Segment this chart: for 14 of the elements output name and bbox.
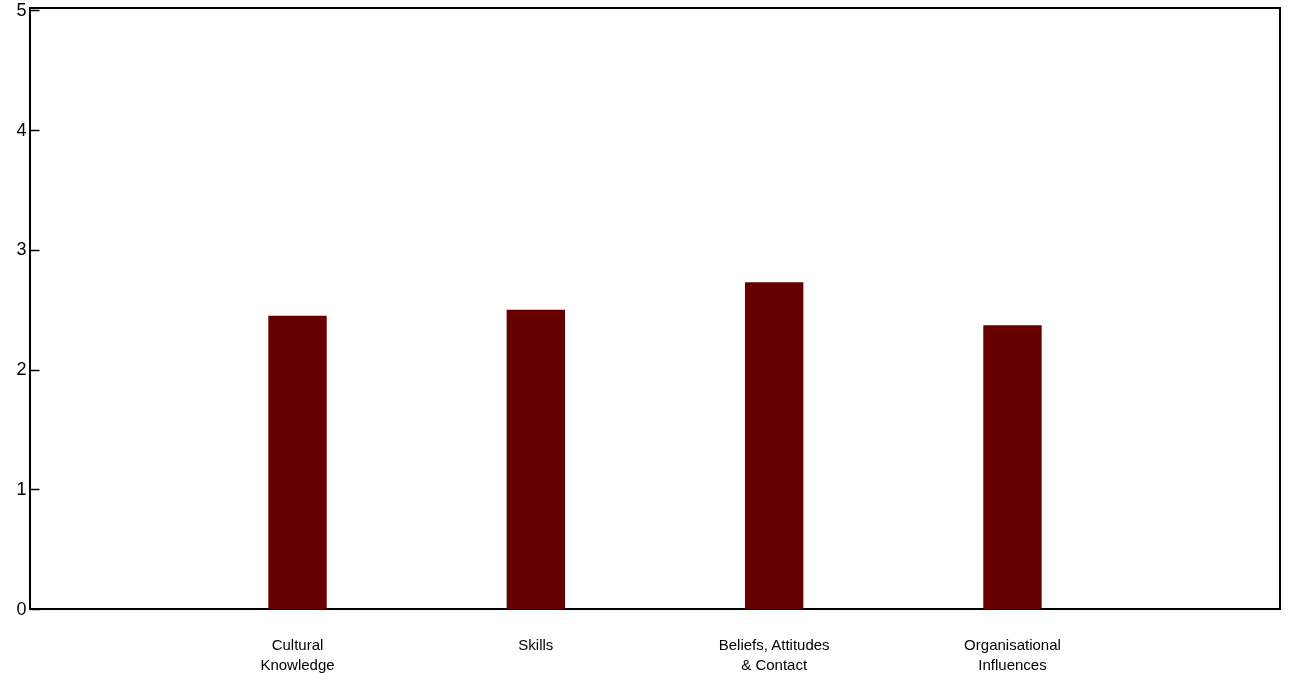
x-tick-label: Skills xyxy=(518,635,554,653)
x-tick-label: Cultural Knowledge xyxy=(260,635,335,673)
bar xyxy=(744,282,804,609)
x-tick-label: Beliefs, Attitudes & Contact xyxy=(718,635,830,673)
x-tick-label: Organisational Influences xyxy=(964,635,1061,673)
bar xyxy=(983,325,1042,609)
y-tick-label: 4 xyxy=(16,119,27,140)
y-tick-label: 2 xyxy=(16,359,27,380)
y-tick-label: 0 xyxy=(16,598,27,619)
y-tick-label: 5 xyxy=(16,0,27,20)
y-tick-label: 3 xyxy=(16,239,27,260)
bar xyxy=(268,315,327,609)
y-tick-label: 1 xyxy=(16,478,27,499)
bar xyxy=(506,309,566,609)
